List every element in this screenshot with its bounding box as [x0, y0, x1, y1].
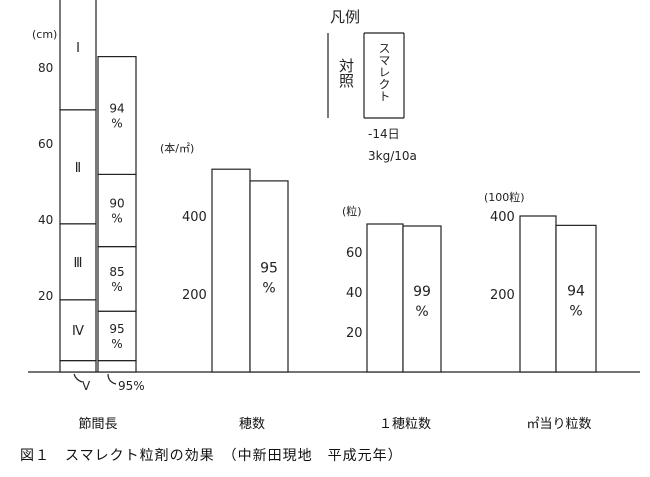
- unit-label: (100粒): [484, 190, 525, 204]
- y-tick-label: 60: [38, 137, 53, 151]
- unit-label: (本/㎡): [160, 141, 194, 155]
- text-layer: (cm) 20 40 60 80 Ⅰ Ⅱ Ⅲ Ⅳ 94 % 90 % 85 % 95 % Ⅴ 95% 節間長 (本/㎡)…: [32, 28, 592, 432]
- bars-layer: [59, 0, 597, 373]
- legend-title: 凡例: [330, 8, 360, 26]
- bar-treatment-segment: [97, 55, 137, 176]
- bar-treatment: [402, 225, 442, 373]
- treatment-percent-label: 90%: [109, 197, 124, 226]
- segment-v-pct-pointer: [107, 373, 117, 385]
- x-label: 節間長: [78, 417, 117, 432]
- y-tick-label: 40: [346, 286, 363, 301]
- treatment-percent-label: 94%: [109, 102, 124, 131]
- segment-v-pointer: [73, 373, 83, 383]
- x-label: 穂数: [239, 417, 265, 432]
- segment-label: Ⅳ: [72, 324, 84, 339]
- y-tick-label: 400: [182, 210, 207, 225]
- y-tick-label: 20: [346, 326, 363, 341]
- legend: 凡例 対照 スマレクト -14日 3kg/10a: [327, 8, 417, 163]
- treatment-percent-label: 94%: [567, 284, 585, 320]
- segment-v-pct-label: 95%: [118, 379, 145, 393]
- segment-label: Ⅲ: [74, 256, 83, 271]
- legend-note-days: -14日: [368, 127, 400, 141]
- bar-control: [211, 168, 251, 373]
- treatment-percent-label: 85%: [109, 265, 124, 294]
- x-label: ㎡当り粒数: [526, 417, 591, 432]
- y-tick-label: 200: [490, 288, 515, 303]
- bar-treatment-segment: [97, 246, 137, 312]
- x-label: １穂粒数: [379, 417, 431, 432]
- bar-control: [519, 215, 557, 373]
- figure-caption: 図１ スマレクト粒剤の効果 （中新田現地 平成元年）: [20, 448, 403, 464]
- bar-treatment: [249, 180, 289, 373]
- legend-control-label: 対照: [337, 58, 355, 88]
- bar-control-segment: [59, 109, 97, 225]
- treatment-percent-label: 95%: [109, 322, 124, 351]
- y-tick-label: 80: [38, 61, 53, 75]
- y-tick-label: 20: [38, 289, 53, 303]
- bar-treatment-segment: [97, 173, 137, 248]
- bar-treatment-segment: [97, 360, 137, 373]
- y-tick-label: 200: [182, 288, 207, 303]
- treatment-percent-label: 99%: [413, 284, 431, 320]
- treatment-percent-label: 95%: [260, 261, 278, 297]
- bar-control-segment: [59, 0, 97, 111]
- segment-label: Ⅱ: [75, 161, 81, 176]
- unit-label: (粒): [342, 204, 362, 218]
- y-tick-label: 40: [38, 213, 53, 227]
- bar-control: [366, 223, 404, 373]
- bar-treatment: [555, 224, 597, 373]
- legend-note-rate: 3kg/10a: [368, 149, 417, 163]
- unit-label: (cm): [32, 28, 57, 41]
- bar-control-segment: [59, 360, 97, 373]
- bar-control-segment: [59, 299, 97, 362]
- segment-label: Ⅰ: [76, 41, 80, 56]
- segment-v-label: Ⅴ: [82, 379, 91, 393]
- y-tick-label: 60: [346, 246, 363, 261]
- legend-treatment-label: スマレクト: [377, 42, 391, 102]
- bar-treatment-segment: [97, 310, 137, 362]
- y-tick-label: 400: [490, 210, 515, 225]
